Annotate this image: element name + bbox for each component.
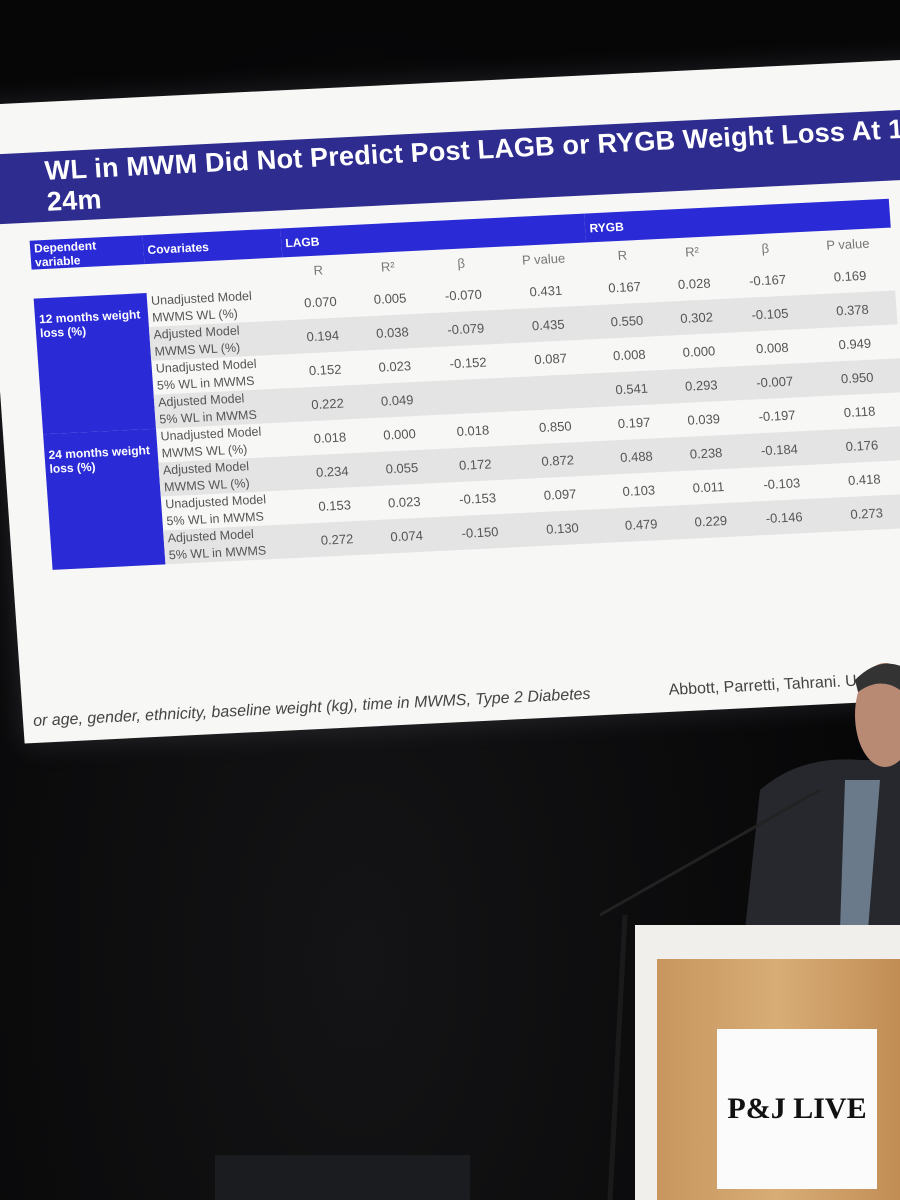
microphone bbox=[599, 788, 821, 917]
podium: P&J LIVE bbox=[635, 925, 900, 1200]
hair bbox=[855, 663, 900, 692]
podium-sign: P&J LIVE bbox=[717, 1029, 877, 1189]
speaker-head bbox=[855, 663, 900, 767]
tie bbox=[840, 780, 880, 930]
podium-front: P&J LIVE bbox=[657, 959, 900, 1200]
mic-stand bbox=[607, 914, 628, 1200]
monitor bbox=[215, 1155, 470, 1200]
